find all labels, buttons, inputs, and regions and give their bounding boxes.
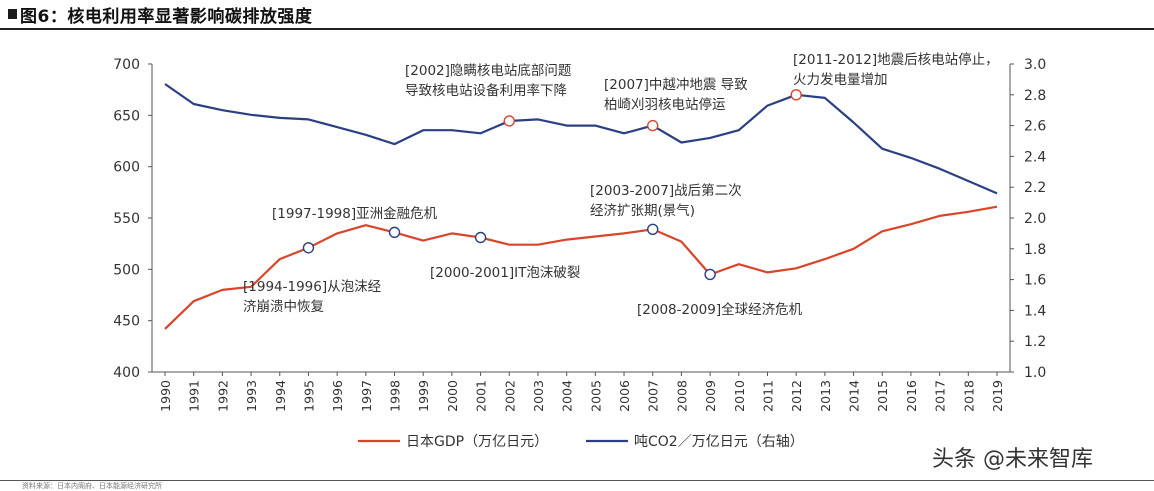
event-marker [790,89,802,101]
annotation-text: 济崩溃中恢复 [243,298,324,315]
x-tick-label: 2007 [646,380,661,412]
legend-co2-label: 吨CO2／万亿日元（右轴） [634,434,804,450]
y-right-tick-label: 2.6 [1024,119,1046,135]
x-tick-label: 1995 [301,380,316,412]
title-divider [0,28,1154,30]
y-right-tick-label: 1.0 [1024,365,1046,381]
annotation-text: [1994-1996]从泡沫经 [243,279,382,295]
y-right-tick-label: 2.0 [1024,211,1046,227]
x-tick-label: 1998 [388,380,403,412]
annotation-text: [2002]隐瞒核电站底部问题 [405,63,571,79]
annotation-text: [1997-1998]亚洲金融危机 [272,206,438,222]
axes: 400 450 500 550 600 650 700 1.0 1.2 1.4 1.6 1.8 2.0 2… [113,57,1046,412]
annotation-text: 导致核电站设备利用率下降 [405,82,567,99]
y-right-tick-label: 3.0 [1024,57,1046,73]
y-right-tick-label: 1.4 [1024,303,1046,319]
watermark: 头条 @未来智库 [932,447,1093,472]
y-left-tick-label: 400 [113,365,140,381]
x-tick-label: 1997 [359,380,374,412]
x-tick-label: 2011 [760,380,775,412]
y-left-tick-label: 550 [113,211,140,227]
annotation-text: 经济扩张期(景气) [590,203,695,219]
source-note: 资料来源：日本内阁府、日本能源经济研究所 [22,482,162,490]
data-markers [302,89,802,281]
y-left-tick-label: 650 [113,108,140,124]
title-square-icon [8,9,17,19]
x-tick-label: 2002 [502,380,517,412]
co2-intensity-line [164,83,998,195]
chart-canvas: 400 450 500 550 600 650 700 1.0 1.2 1.4 1.6 1.8 2.0 2… [113,51,1046,450]
annotation-text: 火力发电量增加 [793,72,888,88]
x-tick-label: 1994 [273,380,288,412]
annotation-text: [2011-2012]地震后核电站停止， [793,51,999,68]
y-right-tick-label: 1.8 [1024,242,1046,258]
x-tick-label: 2013 [818,380,833,412]
chart-title: 图6：核电利用率显著影响碳排放强度 [20,6,313,27]
x-tick-label: 1990 [158,380,173,412]
annotation-text: [2008-2009]全球经济危机 [637,301,803,318]
annotation-text: [2003-2007]战后第二次 [590,182,742,199]
y-right-tick-label: 1.6 [1024,273,1046,289]
event-marker [704,268,716,281]
x-tick-label: 2006 [617,380,632,412]
event-marker [503,115,515,127]
x-tick-label: 1996 [330,380,345,412]
x-tick-label: 2005 [588,380,603,412]
legend-gdp-label: 日本GDP（万亿日元） [406,434,548,450]
x-tick-label: 2001 [474,380,489,412]
y-right-tick-label: 1.2 [1024,334,1046,350]
x-tick-label: 2018 [961,380,976,412]
y-left-tick-label: 600 [113,160,140,176]
x-tick-label: 2004 [560,380,575,412]
annotation-text: 柏崎刈羽核电站停运 [604,96,726,113]
event-marker [474,231,487,244]
event-marker [302,242,315,254]
x-tick-label: 2008 [674,380,689,412]
x-tick-label: 2003 [531,380,546,412]
annotation-text: [2000-2001]IT泡沫破裂 [430,265,580,281]
x-tick-label: 2014 [847,380,862,412]
y-right-tick-label: 2.8 [1024,88,1046,104]
x-tick-label: 2010 [732,380,747,412]
x-tick-label: 2012 [789,380,804,412]
x-tick-label: 2000 [445,380,460,412]
event-marker [388,226,401,239]
event-marker [647,119,659,132]
x-tick-label: 1991 [187,380,202,412]
annotation-text: [2007]中越冲地震 导致 [604,77,748,93]
y-right-tick-label: 2.2 [1024,180,1046,196]
legend: 日本GDP（万亿日元） 吨CO2／万亿日元（右轴） [358,434,804,450]
x-tick-label: 1993 [244,380,259,412]
y-left-tick-label: 450 [113,314,140,330]
x-tick-label: 2017 [933,380,948,412]
x-tick-label: 2009 [703,380,718,412]
bottom-divider [0,480,1154,481]
x-tick-label: 2016 [904,380,919,412]
x-tick-label: 1992 [215,380,230,412]
event-marker [647,223,659,235]
x-tick-label: 1999 [416,380,431,412]
title-block: 图6：核电利用率显著影响碳排放强度 [8,0,312,28]
y-right-tick-label: 2.4 [1024,149,1046,165]
y-left-tick-label: 500 [113,262,140,278]
x-tick-label: 2019 [990,380,1005,412]
y-left-tick-label: 700 [113,57,140,73]
x-tick-label: 2015 [875,380,890,412]
